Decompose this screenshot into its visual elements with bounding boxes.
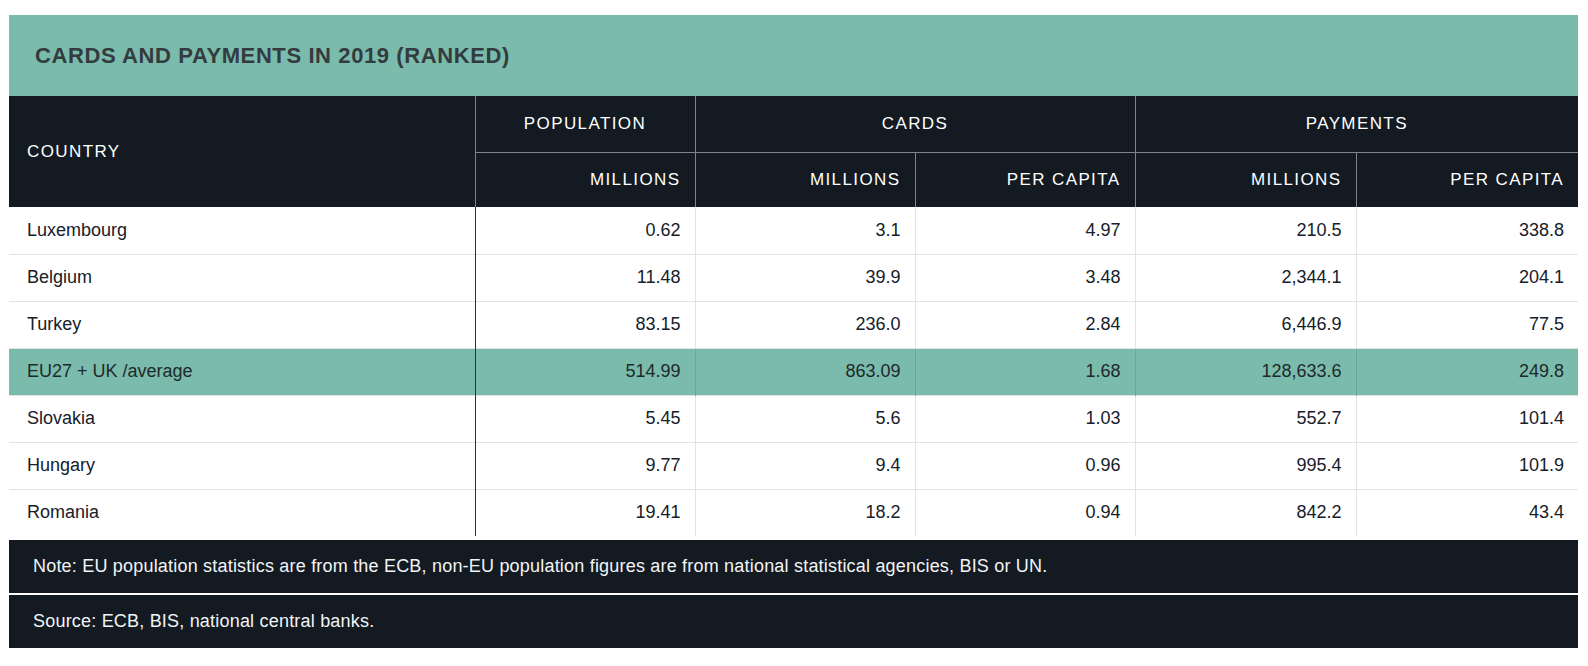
cell-payments-per-capita: 338.8	[1356, 207, 1578, 254]
cell-population-millions: 5.45	[475, 395, 695, 442]
cell-payments-millions: 6,446.9	[1135, 301, 1356, 348]
cell-cards-millions: 5.6	[695, 395, 915, 442]
cell-country: Slovakia	[9, 395, 475, 442]
table-row-belgium: Belgium 11.48 39.9 3.48 2,344.1 204.1	[9, 254, 1578, 301]
cell-cards-per-capita: 4.97	[915, 207, 1135, 254]
cell-cards-per-capita: 0.94	[915, 489, 1135, 536]
note-text: Note: EU population statistics are from …	[33, 556, 1047, 577]
table-row-turkey: Turkey 83.15 236.0 2.84 6,446.9 77.5	[9, 301, 1578, 348]
cell-population-millions: 19.41	[475, 489, 695, 536]
cell-population-millions: 514.99	[475, 348, 695, 395]
cell-country: Hungary	[9, 442, 475, 489]
cell-population-millions: 83.15	[475, 301, 695, 348]
page: CARDS AND PAYMENTS IN 2019 (RANKED) COUN…	[0, 0, 1588, 666]
cell-cards-millions: 9.4	[695, 442, 915, 489]
cell-cards-millions: 863.09	[695, 348, 915, 395]
cell-population-millions: 9.77	[475, 442, 695, 489]
cell-cards-millions: 39.9	[695, 254, 915, 301]
source-text: Source: ECB, BIS, national central banks…	[33, 611, 374, 632]
note-band: Note: EU population statistics are from …	[9, 540, 1578, 593]
table-row-luxembourg: Luxembourg 0.62 3.1 4.97 210.5 338.8	[9, 207, 1578, 254]
header-group-row: COUNTRY POPULATION CARDS PAYMENTS	[9, 96, 1578, 152]
cell-payments-per-capita: 77.5	[1356, 301, 1578, 348]
cell-payments-per-capita: 204.1	[1356, 254, 1578, 301]
column-header-cards-per-capita: PER CAPITA	[915, 152, 1135, 207]
cell-population-millions: 0.62	[475, 207, 695, 254]
cell-payments-millions: 842.2	[1135, 489, 1356, 536]
cell-cards-per-capita: 3.48	[915, 254, 1135, 301]
cell-payments-per-capita: 101.9	[1356, 442, 1578, 489]
cell-cards-per-capita: 1.68	[915, 348, 1135, 395]
column-header-cards: CARDS	[695, 96, 1135, 152]
cell-payments-per-capita: 249.8	[1356, 348, 1578, 395]
title-band: CARDS AND PAYMENTS IN 2019 (RANKED)	[9, 15, 1578, 96]
cell-payments-millions: 2,344.1	[1135, 254, 1356, 301]
cell-country: Turkey	[9, 301, 475, 348]
cards-payments-report: CARDS AND PAYMENTS IN 2019 (RANKED) COUN…	[9, 15, 1578, 648]
cell-cards-millions: 3.1	[695, 207, 915, 254]
source-band: Source: ECB, BIS, national central banks…	[9, 595, 1578, 648]
cell-cards-millions: 18.2	[695, 489, 915, 536]
cell-payments-millions: 552.7	[1135, 395, 1356, 442]
column-header-country: COUNTRY	[9, 96, 475, 207]
table-row-eu27-uk-average: EU27 + UK /average 514.99 863.09 1.68 12…	[9, 348, 1578, 395]
cell-cards-millions: 236.0	[695, 301, 915, 348]
cell-payments-millions: 128,633.6	[1135, 348, 1356, 395]
column-header-payments: PAYMENTS	[1135, 96, 1578, 152]
column-header-cards-millions: MILLIONS	[695, 152, 915, 207]
cell-country: Belgium	[9, 254, 475, 301]
table-body: Luxembourg 0.62 3.1 4.97 210.5 338.8 Bel…	[9, 207, 1578, 536]
cell-cards-per-capita: 0.96	[915, 442, 1135, 489]
table-row-slovakia: Slovakia 5.45 5.6 1.03 552.7 101.4	[9, 395, 1578, 442]
cards-payments-table: COUNTRY POPULATION CARDS PAYMENTS MILLIO…	[9, 96, 1578, 536]
cell-population-millions: 11.48	[475, 254, 695, 301]
column-header-payments-millions: MILLIONS	[1135, 152, 1356, 207]
cell-country: EU27 + UK /average	[9, 348, 475, 395]
cell-payments-millions: 210.5	[1135, 207, 1356, 254]
cell-payments-millions: 995.4	[1135, 442, 1356, 489]
column-header-population-millions: MILLIONS	[475, 152, 695, 207]
cell-payments-per-capita: 43.4	[1356, 489, 1578, 536]
cell-payments-per-capita: 101.4	[1356, 395, 1578, 442]
table-row-romania: Romania 19.41 18.2 0.94 842.2 43.4	[9, 489, 1578, 536]
table-header: COUNTRY POPULATION CARDS PAYMENTS MILLIO…	[9, 96, 1578, 207]
table-row-hungary: Hungary 9.77 9.4 0.96 995.4 101.9	[9, 442, 1578, 489]
column-header-population: POPULATION	[475, 96, 695, 152]
cell-country: Luxembourg	[9, 207, 475, 254]
cell-cards-per-capita: 1.03	[915, 395, 1135, 442]
column-header-payments-per-capita: PER CAPITA	[1356, 152, 1578, 207]
cell-cards-per-capita: 2.84	[915, 301, 1135, 348]
page-title: CARDS AND PAYMENTS IN 2019 (RANKED)	[35, 43, 510, 69]
cell-country: Romania	[9, 489, 475, 536]
